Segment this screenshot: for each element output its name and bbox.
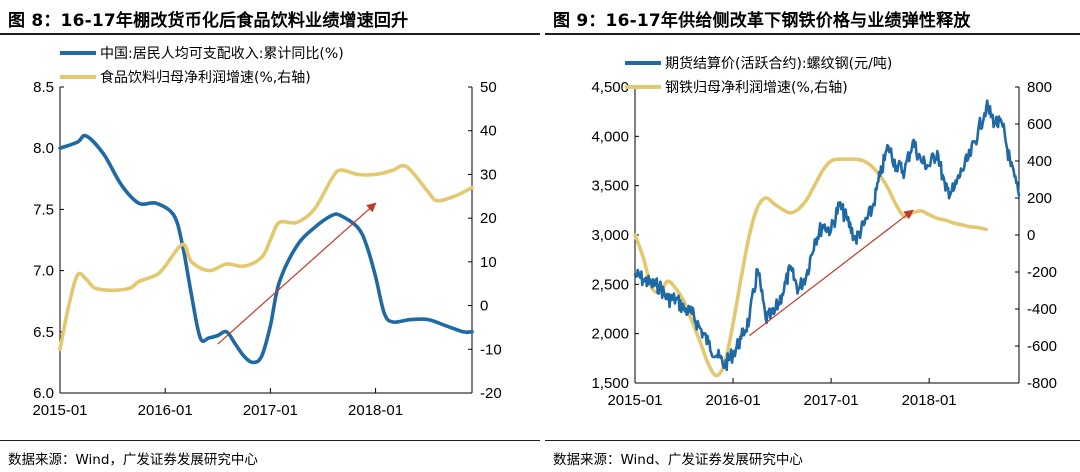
right-y-tick-label: -20 bbox=[480, 385, 502, 402]
title-rule bbox=[545, 33, 1080, 35]
right-y-tick-label: 800 bbox=[1027, 79, 1052, 96]
right-y-tick-label: -400 bbox=[1027, 301, 1057, 318]
series-line-right-axis bbox=[633, 157, 989, 378]
left-y-tick-label: 7.5 bbox=[33, 201, 54, 218]
x-tick-label: 2017-01 bbox=[804, 392, 859, 409]
chart-income-vs-food-beverage: 6.0 6.5 7.0 7.5 8.0 8.5 -20 -10 0 10 20 30 40 50 2015-… bbox=[32, 46, 502, 419]
x-tick-label: 2015-01 bbox=[32, 402, 87, 419]
left-y-tick-label: 7.0 bbox=[33, 263, 54, 280]
left-y-tick-label: 4,000 bbox=[591, 128, 629, 145]
right-y-tick-label: 40 bbox=[480, 123, 497, 140]
trend-arrow bbox=[749, 209, 914, 337]
right-y-tick-label: -600 bbox=[1027, 338, 1057, 355]
left-y-tick-label: 8.0 bbox=[33, 140, 54, 157]
series-line-left-axis bbox=[633, 99, 1021, 372]
left-y-tick-label: 6.5 bbox=[33, 324, 54, 341]
left-y-tick-label: 6.0 bbox=[33, 385, 54, 402]
figure-panel-9: 图 9：16-17年供给侧改革下钢铁价格与业绩弹性释放 1,500 2,000 2,… bbox=[545, 0, 1080, 472]
legend-label: 食品饮料归母净利润增速(%,右轴) bbox=[100, 69, 311, 86]
left-y-tick-label: 3,500 bbox=[591, 178, 629, 195]
right-y-tick-label: 0 bbox=[1027, 227, 1035, 244]
x-tick-label: 2018-01 bbox=[348, 402, 403, 419]
source-note: 数据来源：Wind，广发证券发展研究中心 bbox=[8, 452, 258, 468]
source-rule bbox=[545, 440, 1080, 441]
x-tick-label: 2017-01 bbox=[243, 402, 298, 419]
figure-title: 图 8：16-17年棚改货币化后食品饮料业绩增速回升 bbox=[8, 11, 409, 31]
right-y-tick-label: -800 bbox=[1027, 375, 1057, 392]
x-tick-label: 2016-01 bbox=[706, 392, 761, 409]
left-y-tick-label: 2,000 bbox=[591, 326, 629, 343]
left-y-tick-label: 4,500 bbox=[591, 79, 629, 96]
right-y-tick-label: 0 bbox=[480, 298, 488, 315]
source-rule bbox=[0, 440, 540, 441]
x-tick-label: 2016-01 bbox=[138, 402, 193, 419]
right-y-tick-label: 50 bbox=[480, 79, 497, 96]
series-line-left-axis bbox=[58, 133, 474, 365]
left-y-tick-label: 1,500 bbox=[591, 375, 629, 392]
left-y-tick-label: 8.5 bbox=[33, 79, 54, 96]
chart-rebar-price-vs-steel-profit: 1,500 2,000 2,500 3,000 3,500 4,000 4,500 -800 -… bbox=[591, 55, 1057, 409]
right-y-tick-label: 200 bbox=[1027, 190, 1052, 207]
title-rule bbox=[0, 33, 540, 35]
figure-title: 图 9：16-17年供给侧改革下钢铁价格与业绩弹性释放 bbox=[553, 11, 971, 31]
legend-label: 期货结算价(活跃合约):螺纹钢(元/吨) bbox=[665, 55, 892, 72]
source-note: 数据来源：Wind、广发证券发展研究中心 bbox=[553, 452, 803, 468]
left-y-tick-label: 2,500 bbox=[591, 276, 629, 293]
legend-label: 钢铁归母净利润增速(%,右轴) bbox=[665, 79, 848, 96]
left-y-tick-label: 3,000 bbox=[591, 227, 629, 244]
figure-panel-8: 图 8：16-17年棚改货币化后食品饮料业绩增速回升 6.0 6.5 7.0 7.5 8… bbox=[0, 11, 540, 468]
series-line-right-axis bbox=[58, 163, 474, 352]
x-tick-label: 2018-01 bbox=[902, 392, 957, 409]
trend-arrow bbox=[217, 202, 377, 345]
x-tick-label: 2015-01 bbox=[607, 392, 662, 409]
right-y-tick-label: 30 bbox=[480, 166, 497, 183]
right-y-tick-label: 400 bbox=[1027, 153, 1052, 170]
right-y-tick-label: -200 bbox=[1027, 264, 1057, 281]
right-y-tick-label: -10 bbox=[480, 341, 502, 358]
right-y-tick-label: 20 bbox=[480, 210, 497, 227]
legend-label: 中国:居民人均可支配收入:累计同比(%) bbox=[100, 46, 344, 62]
right-y-tick-label: 600 bbox=[1027, 116, 1052, 133]
right-y-tick-label: 10 bbox=[480, 254, 497, 271]
